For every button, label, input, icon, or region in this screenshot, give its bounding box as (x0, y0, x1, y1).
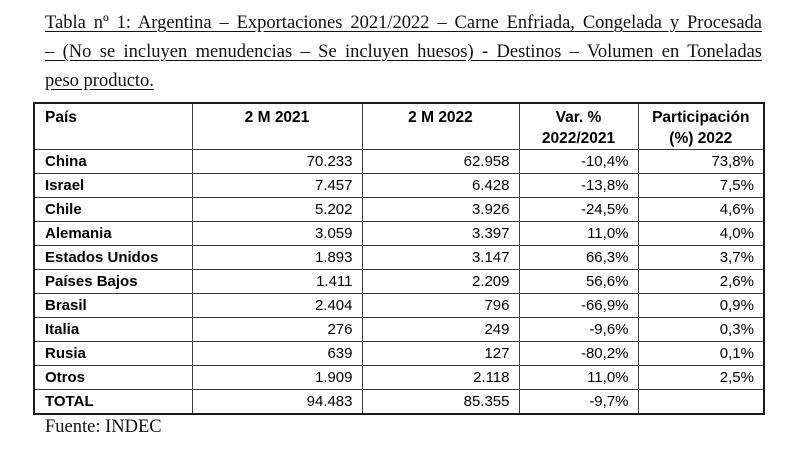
caption-line-3: peso producto. (45, 71, 154, 91)
cell-country: Israel (33, 173, 193, 198)
cell-2m2022: 796 (361, 293, 520, 318)
cell-part: 4,6% (637, 197, 765, 222)
table-row-estados-unidos: Estados Unidos 1.893 3.147 66,3% 3,7% (33, 245, 765, 270)
table-row-paises-bajos: Países Bajos 1.411 2.209 56,6% 2,6% (33, 269, 765, 294)
cell-part: 0,3% (637, 317, 765, 342)
cell-2m2022: 2.118 (361, 365, 520, 390)
cell-country: Alemania (33, 221, 193, 246)
source-note: Fuente: INDEC (45, 417, 162, 437)
header-pais: País (33, 102, 193, 150)
cell-2m2022: 3.926 (361, 197, 520, 222)
table-row-alemania: Alemania 3.059 3.397 11,0% 4,0% (33, 221, 765, 246)
table-row-brasil: Brasil 2.404 796 -66,9% 0,9% (33, 293, 765, 318)
cell-2m2021: 5.202 (191, 197, 363, 222)
caption-line-1: Tabla nº 1: Argentina – Exportaciones 20… (45, 13, 762, 33)
table-row-chile: Chile 5.202 3.926 -24,5% 4,6% (33, 197, 765, 222)
cell-part: 2,6% (637, 269, 765, 294)
cell-2m2021: 3.059 (191, 221, 363, 246)
cell-var: -80,2% (518, 341, 639, 366)
cell-2m2022: 3.397 (361, 221, 520, 246)
cell-part: 0,9% (637, 293, 765, 318)
cell-country: TOTAL (33, 389, 193, 415)
cell-2m2022: 6.428 (361, 173, 520, 198)
cell-country: Chile (33, 197, 193, 222)
table-caption: Tabla nº 1: Argentina – Exportaciones 20… (45, 9, 762, 96)
cell-var: -24,5% (518, 197, 639, 222)
table-row-rusia: Rusia 639 127 -80,2% 0,1% (33, 341, 765, 366)
cell-var: 66,3% (518, 245, 639, 270)
cell-2m2022: 62.958 (361, 149, 520, 174)
cell-part: 4,0% (637, 221, 765, 246)
cell-country: Estados Unidos (33, 245, 193, 270)
cell-2m2021: 2.404 (191, 293, 363, 318)
exports-table: País 2 M 2021 2 M 2022 Var. % 2022/2021 … (33, 102, 765, 415)
cell-2m2021: 639 (191, 341, 363, 366)
header-participacion: Participación (%) 2022 (637, 102, 765, 150)
cell-var: 11,0% (518, 221, 639, 246)
cell-country: Rusia (33, 341, 193, 366)
cell-var: -9,6% (518, 317, 639, 342)
header-var-pct-line2: 2022/2021 (541, 130, 616, 147)
cell-2m2021: 1.411 (191, 269, 363, 294)
table-row-china: China 70.233 62.958 -10,4% 73,8% (33, 149, 765, 174)
cell-2m2022: 3.147 (361, 245, 520, 270)
caption-line-2: – (No se incluyen menudencias – Se inclu… (45, 42, 762, 62)
cell-country: Otros (33, 365, 193, 390)
cell-2m2021: 1.893 (191, 245, 363, 270)
cell-2m2022: 249 (361, 317, 520, 342)
cell-part: 73,8% (637, 149, 765, 174)
header-participacion-line1: Participación (652, 109, 750, 126)
cell-part: 2,5% (637, 365, 765, 390)
cell-2m2021: 70.233 (191, 149, 363, 174)
cell-country: China (33, 149, 193, 174)
table-row-israel: Israel 7.457 6.428 -13,8% 7,5% (33, 173, 765, 198)
cell-var: -13,8% (518, 173, 639, 198)
cell-var: 56,6% (518, 269, 639, 294)
cell-var: 11,0% (518, 365, 639, 390)
cell-2m2021: 7.457 (191, 173, 363, 198)
cell-part: 0,1% (637, 341, 765, 366)
cell-country: Italia (33, 317, 193, 342)
table-row-otros: Otros 1.909 2.118 11,0% 2,5% (33, 365, 765, 390)
cell-var: -10,4% (518, 149, 639, 174)
cell-country: Países Bajos (33, 269, 193, 294)
cell-2m2021: 1.909 (191, 365, 363, 390)
cell-2m2021: 94.483 (191, 389, 363, 415)
header-var-pct: Var. % 2022/2021 (518, 102, 639, 150)
cell-country: Brasil (33, 293, 193, 318)
header-2m-2022: 2 M 2022 (361, 102, 520, 150)
header-participacion-line2: (%) 2022 (669, 130, 733, 147)
cell-var: -66,9% (518, 293, 639, 318)
cell-part (637, 389, 765, 415)
table-row-total: TOTAL 94.483 85.355 -9,7% (33, 389, 765, 415)
header-var-pct-line1: Var. % (555, 109, 602, 126)
table-header-row: País 2 M 2021 2 M 2022 Var. % 2022/2021 … (33, 102, 765, 150)
cell-2m2022: 127 (361, 341, 520, 366)
table-row-italia: Italia 276 249 -9,6% 0,3% (33, 317, 765, 342)
cell-part: 3,7% (637, 245, 765, 270)
cell-2m2021: 276 (191, 317, 363, 342)
header-2m-2021: 2 M 2021 (191, 102, 363, 150)
cell-2m2022: 2.209 (361, 269, 520, 294)
cell-part: 7,5% (637, 173, 765, 198)
cell-var: -9,7% (518, 389, 639, 415)
cell-2m2022: 85.355 (361, 389, 520, 415)
